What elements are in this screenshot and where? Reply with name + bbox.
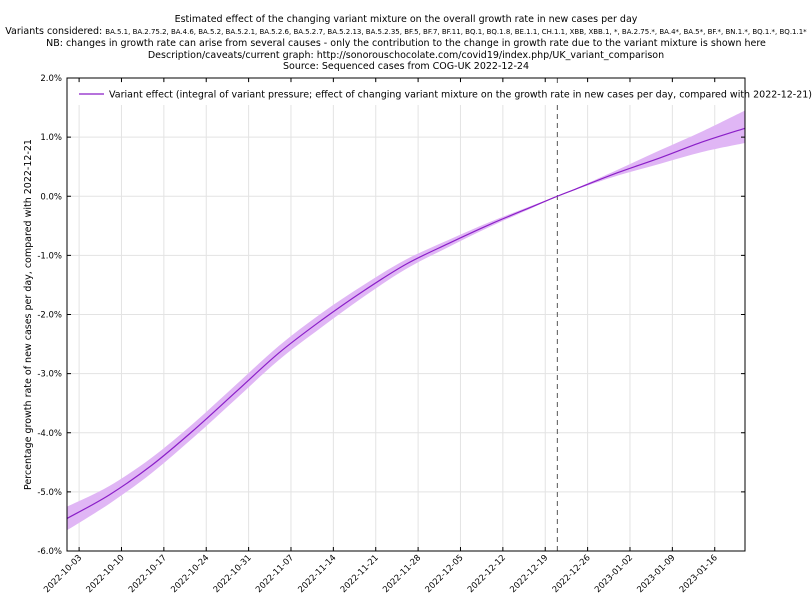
y-axis-ticks: 2.0% 1.0% 0.0% -1.0% -2.0% -3.0% -4.0% -5.0% -6.… (37, 74, 745, 557)
x-tick-label: 2022-11-07 (254, 553, 296, 595)
x-tick-label: 2022-10-10 (85, 553, 127, 595)
x-tick-label: 2022-12-05 (424, 553, 466, 595)
x-tick-label: 2022-10-24 (169, 553, 211, 595)
chart-description: Description/caveats/current graph: http:… (147, 49, 665, 61)
legend-box (71, 83, 721, 105)
variants-list: BA.5.1, BA.2.75.2, BA.4.6, BA.5.2, BA.5.… (105, 27, 807, 36)
y-tick-label: 2.0% (40, 74, 62, 84)
x-tick-label: 2023-01-02 (593, 553, 635, 595)
x-tick-label: 2022-12-19 (508, 553, 550, 595)
grid-lines (67, 77, 745, 552)
x-tick-label: 2022-10-03 (42, 553, 84, 595)
chart-variants-line: Variants considered: BA.5.1, BA.2.75.2, … (0, 26, 812, 39)
x-axis-ticks: 2022-10-03 2022-10-10 2022-10-17 2022-10-24… (42, 78, 720, 595)
x-tick-label: 2022-12-26 (551, 553, 593, 595)
x-tick-label: 2023-01-09 (635, 553, 677, 595)
chart-titles: Estimated effect of the changing variant… (0, 14, 812, 73)
legend-entry: Variant effect (integral of variant pres… (109, 90, 812, 101)
x-tick-label: 2022-10-31 (212, 553, 254, 595)
chart-source: Source: Sequenced cases from COG-UK 2022… (282, 61, 529, 72)
y-tick-label: 1.0% (40, 133, 62, 143)
y-tick-label: -4.0% (37, 429, 62, 439)
x-tick-label: 2022-11-14 (296, 553, 338, 595)
x-tick-label: 2022-11-28 (381, 553, 423, 595)
legend: Variant effect (integral of variant pres… (71, 83, 812, 105)
confidence-band (67, 110, 745, 531)
x-tick-label: 2023-01-16 (678, 553, 720, 595)
y-axis-label: Percentage growth rate of new cases per … (23, 139, 34, 490)
x-tick-label: 2022-10-17 (127, 553, 169, 595)
y-tick-label: 0.0% (40, 192, 62, 202)
chart-note: NB: changes in growth rate can arise fro… (46, 38, 766, 49)
y-tick-label: -3.0% (37, 370, 62, 380)
x-tick-label: 2022-11-21 (339, 553, 381, 595)
y-tick-label: -5.0% (37, 488, 62, 498)
y-tick-label: -6.0% (37, 547, 62, 557)
y-tick-label: -2.0% (37, 311, 62, 321)
variant-effect-line (66, 127, 746, 520)
x-tick-label: 2022-12-12 (466, 553, 508, 595)
variants-prefix: Variants considered: (5, 25, 103, 37)
y-tick-label: -1.0% (37, 251, 62, 261)
chart-title: Estimated effect of the changing variant… (174, 14, 638, 25)
